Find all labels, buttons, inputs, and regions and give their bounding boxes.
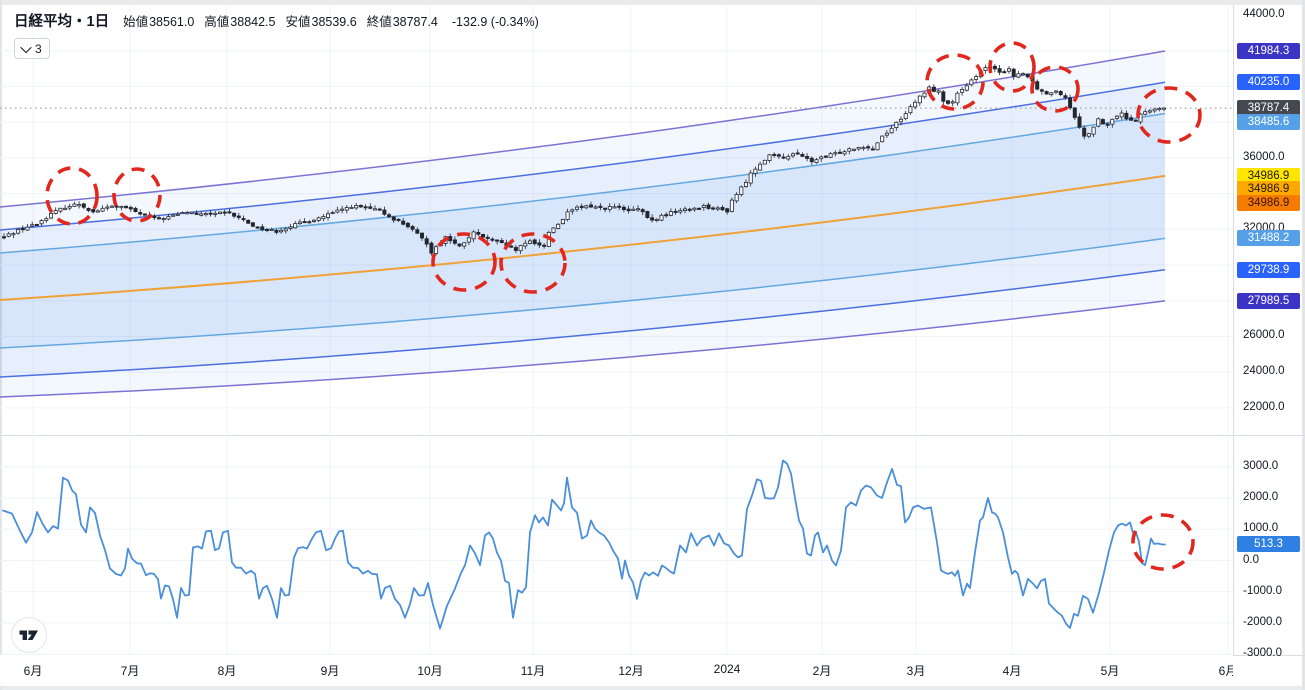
band-line-lower-2sigma xyxy=(0,268,1166,378)
annotation-circle xyxy=(1136,86,1202,144)
time-tick-label: 11月 xyxy=(520,664,546,678)
annotation-circle xyxy=(1030,65,1080,113)
band-line-upper-3sigma xyxy=(0,50,1166,208)
price-badge: 34986.9 xyxy=(1237,167,1300,184)
time-tick-label: 4月 xyxy=(1002,664,1022,678)
ohlc-values: 始値38561.0 高値38842.5 安値38539.6 終値38787.4 xyxy=(123,11,438,30)
time-tick-label: 8月 xyxy=(217,664,237,678)
time-tick-label: 3月 xyxy=(906,664,926,678)
ohlc-item: 高値38842.5 xyxy=(204,15,276,29)
price-badge: 40235.0 xyxy=(1237,74,1300,91)
annotation-circle xyxy=(988,41,1036,93)
band-line-lower-1sigma xyxy=(0,237,1166,349)
price-tick-label: 24000.0 xyxy=(1243,365,1285,378)
ohlc-item: 安値38539.6 xyxy=(285,15,357,29)
annotation-circles[interactable] xyxy=(45,41,1202,571)
time-tick-label: 9月 xyxy=(320,664,340,678)
indicator-collapse-chip[interactable]: 3 xyxy=(14,38,50,59)
annotation-circle xyxy=(45,166,99,226)
annotation-circle xyxy=(112,167,162,223)
time-tick-label: 2024 xyxy=(713,662,741,676)
osc-tick-label: 2000.0 xyxy=(1243,491,1279,503)
annotation-circle xyxy=(1131,513,1195,571)
price-badge: 27989.5 xyxy=(1237,292,1300,309)
osc-tick-label: -3000.0 xyxy=(1243,647,1283,660)
price-axis[interactable]: 44000.0 36000.0 32000.0 26000.0 24000.0 22000… xyxy=(1233,0,1305,659)
ohlc-item: 終値38787.4 xyxy=(366,15,438,29)
time-tick-label: 6月 xyxy=(23,664,43,678)
osc-tick-label: -1000.0 xyxy=(1243,584,1283,597)
band-line-upper-2sigma xyxy=(0,81,1166,231)
change-value: -132.9 (-0.34%) xyxy=(451,15,539,29)
osc-tick-label: 1000.0 xyxy=(1243,522,1279,535)
band-lines[interactable] xyxy=(0,50,1166,398)
annotation-circle xyxy=(925,53,985,111)
oscillator-line[interactable] xyxy=(2,459,1166,630)
time-axis[interactable]: 6月 7月 8月 9月 10月 11月 12月 2024 2月 3月 4月 5月 6月 xyxy=(0,655,1233,686)
price-tick-label: 26000.0 xyxy=(1243,329,1285,342)
chart-legend: 日経平均・1日 始値38561.0 高値38842.5 安値38539.6 終値387… xyxy=(14,10,539,31)
band-line-upper-1sigma xyxy=(0,112,1166,254)
band-line-basis xyxy=(0,174,1166,301)
time-tick-label: 7月 xyxy=(120,664,140,678)
ohlc-item: 始値38561.0 xyxy=(123,15,195,29)
indicator-count: 3 xyxy=(35,41,42,56)
symbol-title[interactable]: 日経平均・1日 xyxy=(14,14,110,30)
tradingview-mark xyxy=(19,630,38,640)
price-badge: 38485.6 xyxy=(1237,113,1300,130)
grid xyxy=(0,6,1233,655)
price-tick-label: 22000.0 xyxy=(1243,400,1285,413)
time-tick-label: 5月 xyxy=(1100,664,1120,678)
time-tick-label: 6月 xyxy=(1218,664,1233,678)
osc-tick-label: 3000.0 xyxy=(1243,459,1279,472)
time-tick-label: 10月 xyxy=(417,664,443,678)
time-tick-label: 12月 xyxy=(618,664,644,678)
price-badge: 34986.9 xyxy=(1237,194,1300,211)
time-tick-label: 2月 xyxy=(812,664,832,678)
price-badge: 34986.9 xyxy=(1237,181,1300,198)
annotation-circle xyxy=(499,232,567,294)
price-badge: 31488.2 xyxy=(1237,230,1300,247)
price-badge: 29738.9 xyxy=(1237,261,1300,278)
osc-badge: 513.3 xyxy=(1237,536,1300,553)
osc-tick-label: 0.0 xyxy=(1243,553,1259,566)
price-tick-label: 36000.0 xyxy=(1243,150,1285,163)
chevron-down-icon xyxy=(20,41,32,53)
price-badge: 38787.4 xyxy=(1237,100,1300,117)
price-badge: 41984.3 xyxy=(1237,42,1300,59)
band-line-lower-3sigma xyxy=(0,300,1166,398)
annotation-circle xyxy=(431,232,497,292)
price-tick-label: 44000.0 xyxy=(1243,8,1285,20)
tradingview-logo[interactable] xyxy=(10,616,48,654)
band-fills xyxy=(0,51,1165,397)
osc-tick-label: -2000.0 xyxy=(1243,616,1283,628)
